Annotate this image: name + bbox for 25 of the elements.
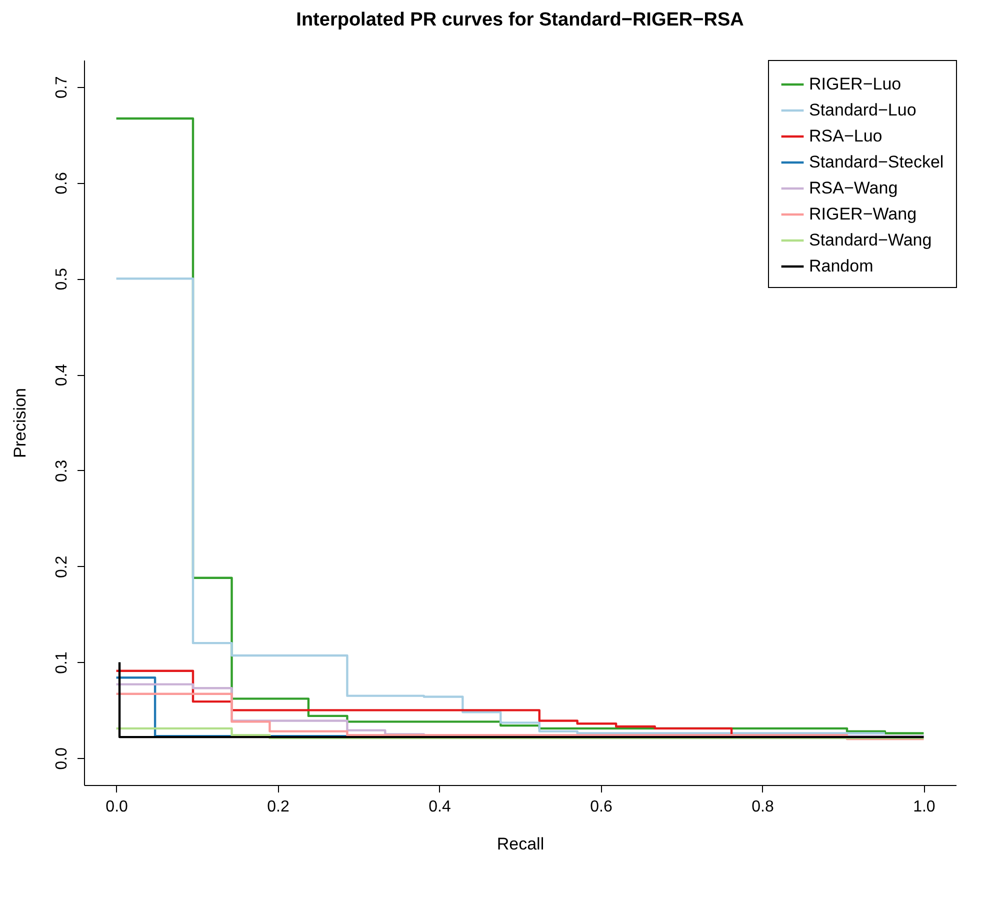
legend-label: RSA−Wang xyxy=(809,178,898,198)
y-tick-label: 0.4 xyxy=(54,364,70,386)
x-tick-label: 1.0 xyxy=(913,798,936,816)
legend-label: RSA−Luo xyxy=(809,126,882,146)
y-tick-label: 0.2 xyxy=(54,556,70,578)
y-tick-label: 0.6 xyxy=(54,172,70,194)
x-tick-label: 0.2 xyxy=(267,798,290,816)
x-tick-label: 0.0 xyxy=(106,798,128,816)
x-axis-title: Recall xyxy=(496,834,544,854)
x-tick-label: 0.8 xyxy=(752,798,774,816)
chart-title: Interpolated PR curves for Standard−RIGER−RSA xyxy=(296,10,744,30)
y-axis-title: Precision xyxy=(10,388,30,458)
y-tick-label: 0.7 xyxy=(54,76,70,98)
legend-label: Standard−Steckel xyxy=(809,152,944,172)
y-tick-label: 0.1 xyxy=(54,652,70,674)
legend-label: RIGER−Wang xyxy=(809,204,917,224)
legend-label: Random xyxy=(809,256,874,276)
legend-label: Standard−Luo xyxy=(809,100,916,120)
y-tick-label: 0.3 xyxy=(54,460,70,482)
legend-label: RIGER−Luo xyxy=(809,74,902,94)
y-tick-label: 0.5 xyxy=(54,268,70,290)
y-tick-label: 0.0 xyxy=(54,747,70,770)
x-tick-label: 0.4 xyxy=(428,798,451,816)
x-tick-label: 0.6 xyxy=(590,798,612,816)
legend-label: Standard−Wang xyxy=(809,230,932,250)
